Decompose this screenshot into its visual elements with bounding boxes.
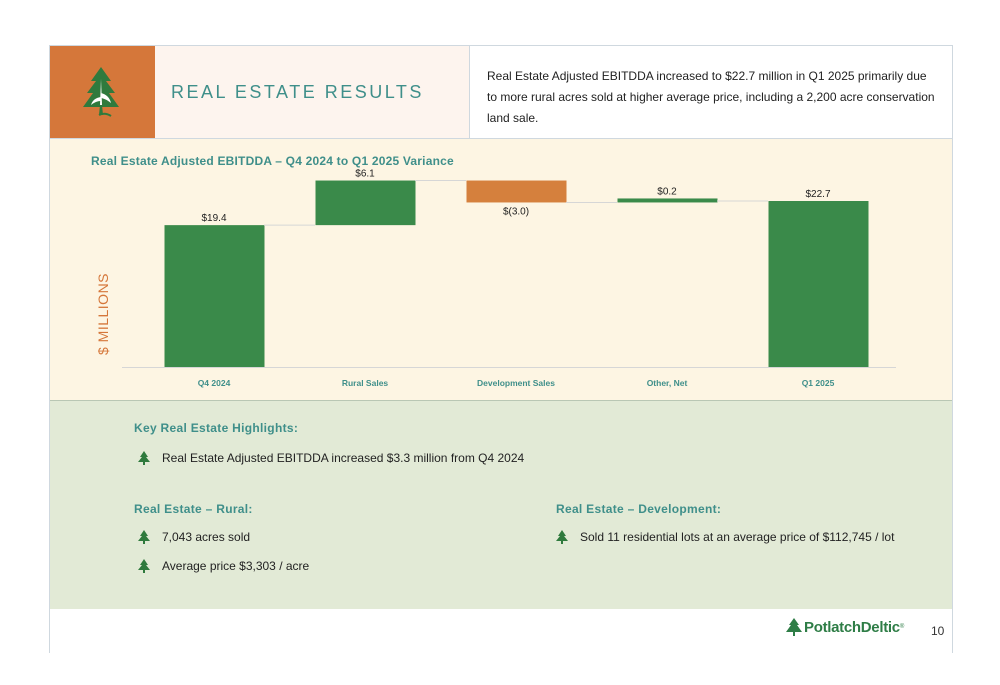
summary-text: Real Estate Adjusted EBITDDA increased t… xyxy=(487,66,938,129)
rural-heading: Real Estate – Rural: xyxy=(134,502,253,516)
page-title-panel: REAL ESTATE RESULTS xyxy=(155,46,469,138)
key-highlights-heading: Key Real Estate Highlights: xyxy=(134,421,298,435)
highlights-panel: Key Real Estate Highlights: Real Estate … xyxy=(50,401,952,609)
chart-data-label-4: $22.7 xyxy=(805,189,830,200)
summary-panel: Real Estate Adjusted EBITDDA increased t… xyxy=(469,46,952,138)
tree-bullet-icon xyxy=(138,530,150,544)
tree-bullet-icon xyxy=(138,559,150,573)
chart-data-label-2: $(3.0) xyxy=(503,206,529,217)
chart-category-label-4: Q1 2025 xyxy=(802,378,835,388)
chart-category-label-3: Other, Net xyxy=(647,378,688,388)
brand-logo: PotlatchDeltic ® xyxy=(786,618,904,636)
highlight-main-text: Real Estate Adjusted EBITDDA increased $… xyxy=(162,451,524,465)
development-heading: Real Estate – Development: xyxy=(556,502,721,516)
rural-item-text: 7,043 acres sold xyxy=(162,530,250,544)
chart-bar-0 xyxy=(165,225,265,367)
page-title: REAL ESTATE RESULTS xyxy=(171,82,424,103)
header-logo-panel xyxy=(50,46,155,138)
rural-item-text: Average price $3,303 / acre xyxy=(162,559,309,573)
chart-data-label-1: $6.1 xyxy=(355,169,375,180)
chart-category-label-2: Development Sales xyxy=(477,378,555,388)
tree-bullet-icon xyxy=(556,530,568,544)
development-item-text: Sold 11 residential lots at an average p… xyxy=(580,530,894,544)
chart-panel: Real Estate Adjusted EBITDDA – Q4 2024 t… xyxy=(50,138,952,401)
chart-bar-3 xyxy=(618,198,718,202)
waterfall-chart: $19.4 $6.1 $(3.0) $0.2 $22.7 Q4 2024 Rural Sal… xyxy=(50,139,952,402)
chart-category-label-1: Rural Sales xyxy=(342,378,389,388)
chart-data-label-3: $0.2 xyxy=(657,186,677,197)
chart-data-label-0: $19.4 xyxy=(201,213,226,224)
development-item: Sold 11 residential lots at an average p… xyxy=(556,530,894,544)
tree-logo-icon xyxy=(79,65,127,119)
page-number: 10 xyxy=(931,624,944,638)
rural-item: 7,043 acres sold xyxy=(138,530,250,544)
tree-brand-icon xyxy=(786,618,802,636)
chart-bar-4 xyxy=(769,201,869,367)
highlight-item: Real Estate Adjusted EBITDDA increased $… xyxy=(138,451,524,465)
chart-bar-1 xyxy=(316,181,416,226)
chart-category-label-0: Q4 2024 xyxy=(198,378,231,388)
rural-item: Average price $3,303 / acre xyxy=(138,559,309,573)
registered-mark-icon: ® xyxy=(900,624,904,630)
brand-name: PotlatchDeltic xyxy=(804,619,900,636)
chart-bar-2 xyxy=(467,181,567,203)
frame-right-border xyxy=(952,45,953,653)
tree-bullet-icon xyxy=(138,451,150,465)
